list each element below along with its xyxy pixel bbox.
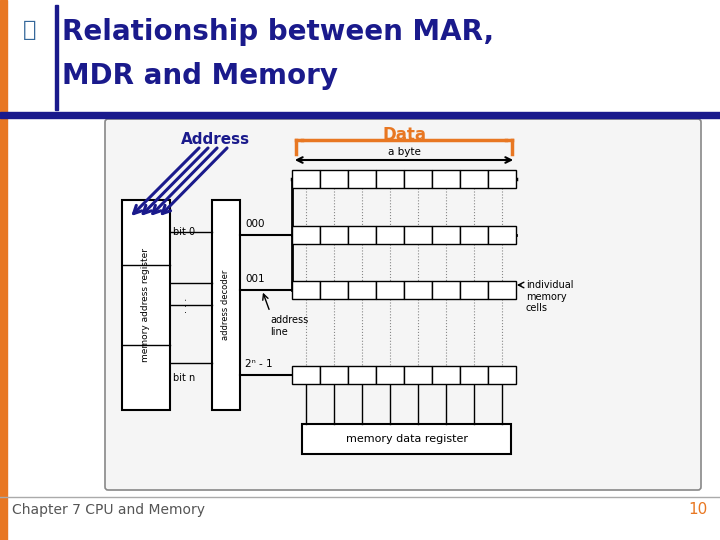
Bar bbox=[292, 366, 320, 384]
Text: bit n: bit n bbox=[173, 373, 195, 383]
Bar bbox=[292, 170, 320, 188]
Bar bbox=[404, 366, 432, 384]
Bar bbox=[320, 366, 348, 384]
Bar bbox=[320, 226, 348, 244]
Text: memory data register: memory data register bbox=[346, 434, 467, 444]
Text: 10: 10 bbox=[689, 503, 708, 517]
Bar bbox=[460, 170, 488, 188]
Bar bbox=[488, 366, 516, 384]
Text: Address: Address bbox=[181, 132, 250, 147]
Bar bbox=[302, 424, 511, 454]
Bar bbox=[488, 170, 516, 188]
Text: address
line: address line bbox=[270, 315, 308, 336]
Text: memory address register: memory address register bbox=[142, 248, 150, 362]
Bar bbox=[432, 226, 460, 244]
Bar bbox=[292, 281, 320, 299]
Text: address decoder: address decoder bbox=[222, 270, 230, 340]
Text: 🧍: 🧍 bbox=[23, 20, 37, 40]
Bar bbox=[404, 281, 432, 299]
Bar bbox=[432, 281, 460, 299]
Bar bbox=[55, 5, 58, 110]
Bar bbox=[460, 281, 488, 299]
Bar bbox=[348, 226, 376, 244]
Text: 2ⁿ - 1: 2ⁿ - 1 bbox=[245, 359, 273, 369]
Bar bbox=[404, 226, 432, 244]
FancyBboxPatch shape bbox=[105, 119, 701, 490]
Text: Relationship between MAR,: Relationship between MAR, bbox=[62, 18, 494, 46]
Bar bbox=[404, 170, 432, 188]
Text: individual
memory
cells: individual memory cells bbox=[526, 280, 574, 313]
Bar bbox=[0, 112, 720, 118]
Bar bbox=[122, 200, 170, 410]
Bar bbox=[432, 170, 460, 188]
Bar bbox=[320, 281, 348, 299]
Bar bbox=[348, 281, 376, 299]
Bar bbox=[488, 226, 516, 244]
Bar bbox=[376, 366, 404, 384]
Bar bbox=[348, 170, 376, 188]
Bar bbox=[460, 366, 488, 384]
Bar bbox=[376, 226, 404, 244]
Bar bbox=[212, 200, 240, 410]
Bar bbox=[460, 226, 488, 244]
Text: 001: 001 bbox=[245, 274, 265, 284]
Bar bbox=[348, 366, 376, 384]
Bar bbox=[320, 170, 348, 188]
Text: . . .: . . . bbox=[179, 298, 189, 313]
Text: Chapter 7 CPU and Memory: Chapter 7 CPU and Memory bbox=[12, 503, 205, 517]
Text: Data: Data bbox=[382, 126, 426, 144]
Text: MDR and Memory: MDR and Memory bbox=[62, 62, 338, 90]
Bar bbox=[376, 170, 404, 188]
Bar bbox=[292, 226, 320, 244]
Bar bbox=[432, 366, 460, 384]
Text: a byte: a byte bbox=[387, 147, 420, 157]
Bar bbox=[488, 281, 516, 299]
Bar bbox=[376, 281, 404, 299]
Bar bbox=[0, 0, 7, 540]
Text: 000: 000 bbox=[245, 219, 264, 229]
Text: bit 0: bit 0 bbox=[173, 227, 195, 237]
